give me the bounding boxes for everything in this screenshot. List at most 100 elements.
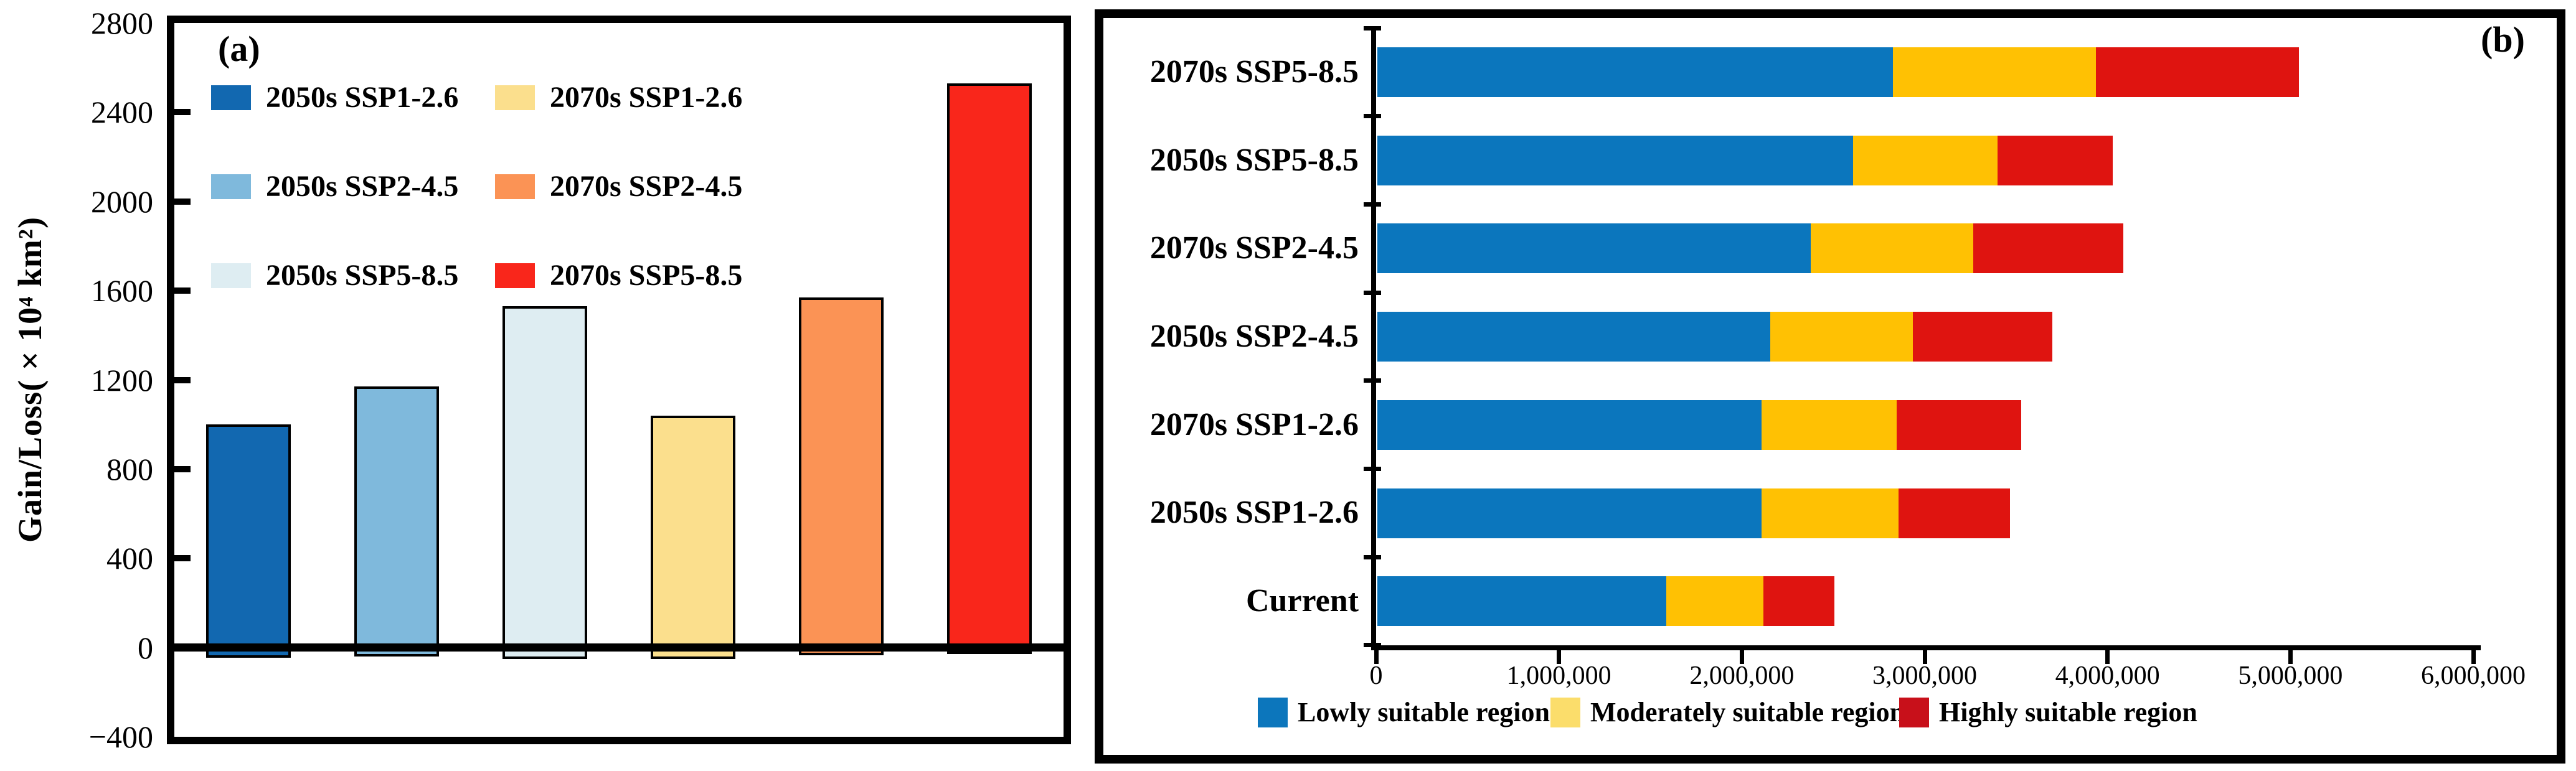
stacked-bar bbox=[1377, 312, 2052, 362]
panel-b-outer-frame bbox=[1095, 9, 2565, 764]
legend-label: 2050s SSP5-8.5 bbox=[266, 259, 459, 292]
panel-a-plot-frame bbox=[167, 16, 1071, 744]
panel-b-category-label: 2050s SSP1-2.6 bbox=[1149, 495, 1359, 531]
panel-b-y-tick bbox=[1364, 378, 1381, 383]
panel-b-x-tick bbox=[1374, 650, 1379, 664]
stacked-bar-segment-low bbox=[1377, 135, 1853, 185]
stacked-bar-segment-low bbox=[1377, 488, 1762, 538]
stacked-bar bbox=[1377, 47, 2300, 97]
stacked-bar-segment-moderate bbox=[1761, 400, 1897, 450]
gain-loss-bar bbox=[502, 306, 587, 659]
legend-swatch bbox=[1550, 698, 1580, 727]
panel-b-y-tick bbox=[1364, 202, 1381, 207]
legend-swatch bbox=[211, 263, 251, 288]
stacked-bar-segment-moderate bbox=[1761, 488, 1899, 538]
gain-loss-bar bbox=[799, 297, 884, 656]
legend-swatch bbox=[495, 263, 535, 288]
panel-b-y-axis-spine bbox=[1371, 28, 1376, 650]
panel-a-y-tick bbox=[174, 287, 191, 294]
panel-a-y-tick bbox=[174, 376, 191, 383]
panel-b-category-label: Current bbox=[1245, 583, 1359, 619]
panel-a-plot-area: (a) 2050s SSP1-2.6 2050s SSP2-4.5 2050s SS… bbox=[174, 23, 1064, 737]
panel-b-x-tick-label: 2,000,000 bbox=[1689, 661, 1795, 690]
panel-a-y-tick-label: 2000 bbox=[91, 184, 153, 219]
panel-b-x-tick-label: 6,000,000 bbox=[2421, 661, 2526, 690]
stacked-bar-segment-high bbox=[1763, 576, 1835, 627]
legend-label: 2050s SSP2-4.5 bbox=[266, 170, 459, 203]
legend-label: Lowly suitable region bbox=[1298, 697, 1550, 727]
stacked-bar bbox=[1377, 400, 2021, 450]
stacked-bar-segment-high bbox=[1913, 312, 2052, 362]
stacked-bar-segment-high bbox=[1997, 135, 2113, 185]
panel-b-y-tick bbox=[1364, 114, 1381, 119]
legend-label: 2050s SSP1-2.6 bbox=[266, 81, 459, 114]
stacked-bar bbox=[1377, 135, 2113, 185]
legend-swatch bbox=[211, 85, 251, 110]
gain-loss-bar bbox=[206, 424, 291, 658]
legend-swatch bbox=[495, 174, 535, 199]
stacked-bar-segment-moderate bbox=[1893, 47, 2097, 97]
panel-b-x-tick-label: 3,000,000 bbox=[1872, 661, 1977, 690]
stacked-bar-segment-moderate bbox=[1770, 312, 1913, 362]
stacked-bar-segment-high bbox=[1973, 223, 2124, 274]
legend-swatch bbox=[211, 174, 251, 199]
legend-label: 2070s SSP2-4.5 bbox=[550, 170, 743, 203]
legend-label: Highly suitable region bbox=[1939, 697, 2197, 727]
stacked-bar bbox=[1377, 223, 2124, 274]
panel-b-category-label: 2070s SSP5-8.5 bbox=[1149, 54, 1359, 90]
stacked-bar-segment-moderate bbox=[1852, 135, 1998, 185]
panel-a-y-tick bbox=[174, 555, 191, 562]
panel-a-y-tick-label: −400 bbox=[88, 719, 153, 754]
panel-b-category-label: 2050s SSP2-4.5 bbox=[1149, 318, 1359, 354]
stacked-bar-segment-low bbox=[1377, 312, 1771, 362]
panel-b-y-tick bbox=[1364, 554, 1381, 559]
panel-a-y-tick-label: 2800 bbox=[91, 6, 153, 40]
panel-b-category-label: 2050s SSP5-8.5 bbox=[1149, 142, 1359, 178]
panel-b-category-label: 2070s SSP1-2.6 bbox=[1149, 406, 1359, 442]
panel-b-x-tick bbox=[2288, 650, 2293, 664]
gain-loss-bar bbox=[947, 83, 1032, 655]
panel-a-y-tick bbox=[174, 465, 191, 472]
stacked-bar-segment-high bbox=[2096, 47, 2300, 97]
stacked-bar-segment-high bbox=[1898, 488, 2011, 538]
panel-b-x-tick-label: 4,000,000 bbox=[2055, 661, 2160, 690]
stacked-bar-segment-low bbox=[1377, 576, 1666, 627]
panel-a-label: (a) bbox=[218, 29, 260, 69]
legend-swatch bbox=[1899, 698, 1929, 727]
panel-b-x-tick bbox=[1739, 650, 1744, 664]
panel-b-x-axis-line bbox=[1371, 645, 2481, 650]
panel-b-x-tick bbox=[1557, 650, 1562, 664]
panel-b-y-tick bbox=[1364, 467, 1381, 471]
panel-b-label: (b) bbox=[2481, 19, 2525, 60]
gain-loss-bar bbox=[651, 415, 735, 659]
stacked-bar bbox=[1377, 488, 2011, 538]
legend-swatch bbox=[1258, 698, 1288, 727]
panel-b-x-tick bbox=[2471, 650, 2476, 664]
panel-b-y-tick bbox=[1364, 643, 1381, 648]
panel-a-y-tick-label: 800 bbox=[106, 451, 153, 487]
legend-label: 2070s SSP1-2.6 bbox=[550, 81, 743, 114]
panel-a-y-tick bbox=[174, 109, 191, 116]
panel-a-y-tick bbox=[174, 198, 191, 205]
panel-b-y-tick bbox=[1364, 26, 1381, 30]
stacked-bar-segment-low bbox=[1377, 47, 1894, 97]
panel-b-x-tick-label: 5,000,000 bbox=[2238, 661, 2343, 690]
stacked-bar-segment-moderate bbox=[1810, 223, 1974, 274]
panel-b-x-tick bbox=[1922, 650, 1927, 664]
panel-a-y-tick-label: 1600 bbox=[91, 273, 153, 309]
panel-a-zero-line bbox=[174, 643, 1064, 652]
panel-b-category-label: 2070s SSP2-4.5 bbox=[1149, 230, 1359, 266]
legend-label: 2070s SSP5-8.5 bbox=[550, 259, 743, 292]
stacked-bar bbox=[1377, 576, 1835, 627]
legend-swatch bbox=[495, 85, 535, 110]
gain-loss-bar bbox=[354, 386, 439, 657]
stacked-bar-segment-low bbox=[1377, 400, 1762, 450]
panel-a-y-tick-label: 0 bbox=[138, 630, 153, 665]
panel-a-y-tick-label: 1200 bbox=[91, 362, 153, 398]
stacked-bar-segment-low bbox=[1377, 223, 1811, 274]
stacked-bar-segment-moderate bbox=[1666, 576, 1763, 627]
panel-b-y-tick bbox=[1364, 290, 1381, 295]
panel-b-x-tick-label: 0 bbox=[1369, 661, 1383, 690]
panel-b-x-tick-label: 1,000,000 bbox=[1506, 661, 1611, 690]
legend-label: Moderately suitable region bbox=[1590, 697, 1905, 727]
